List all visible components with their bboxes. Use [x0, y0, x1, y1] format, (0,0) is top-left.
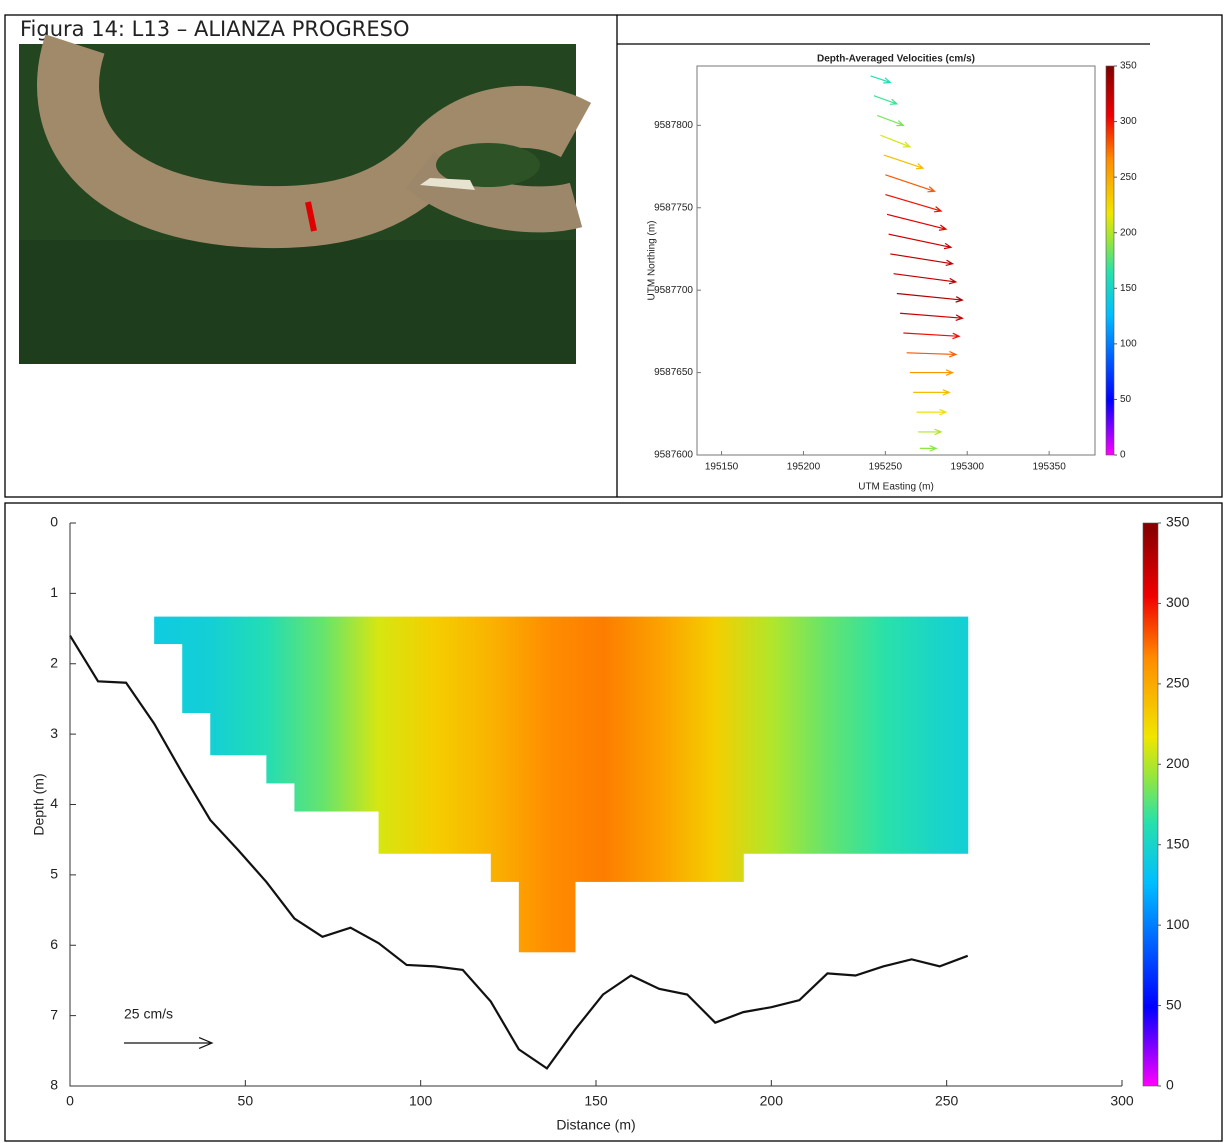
caption: Figura 14: L13 – ALIANZA PROGRESO — [20, 17, 409, 41]
colorbar-tick-label: 100 — [1166, 916, 1190, 932]
velocity-arrow — [909, 369, 955, 376]
y-tick-label: 8 — [50, 1077, 58, 1093]
velocity-field — [378, 616, 492, 854]
velocity-arrow — [893, 273, 958, 285]
y-tick-label: 5 — [50, 866, 58, 882]
y-tick-label: 2 — [50, 654, 58, 670]
x-axis-label: Distance (m) — [556, 1117, 635, 1133]
velocity-arrow — [876, 114, 905, 127]
x-tick-label: 195250 — [869, 462, 903, 473]
velocity-arrow — [918, 428, 943, 436]
colorbar-tick-label: 100 — [1120, 338, 1137, 349]
x-tick-label: 150 — [584, 1093, 608, 1109]
colorbar — [1142, 522, 1159, 1087]
y-tick-label: 9587600 — [654, 450, 693, 461]
velocity-arrow — [885, 193, 943, 213]
velocity-field — [490, 616, 520, 882]
velocity-arrow — [873, 95, 899, 105]
velocity-field — [154, 616, 183, 645]
velocity-arrow — [896, 292, 964, 303]
y-tick-label: 6 — [50, 936, 58, 952]
y-tick-label: 9587700 — [654, 285, 693, 296]
colorbar-tick-label: 300 — [1166, 594, 1190, 610]
velocity-arrow — [886, 213, 948, 231]
velocity-arrow — [888, 233, 953, 250]
satellite-image — [19, 34, 592, 364]
x-tick-label: 195350 — [1032, 462, 1066, 473]
y-tick-label: 7 — [50, 1006, 58, 1022]
y-tick-label: 0 — [50, 514, 58, 530]
velocity-arrow — [913, 389, 951, 396]
velocity-arrow — [883, 154, 925, 170]
colorbar-tick-label: 250 — [1166, 675, 1190, 691]
colorbar-tick-label: 200 — [1120, 227, 1137, 238]
velocity-arrow — [900, 312, 964, 321]
x-tick-label: 195200 — [787, 462, 821, 473]
y-axis-label: Depth (m) — [31, 773, 47, 835]
colorbar-tick-label: 300 — [1120, 116, 1137, 127]
velocity-arrow — [870, 75, 892, 84]
y-tick-label: 9587750 — [654, 202, 693, 213]
x-tick-label: 50 — [238, 1093, 254, 1109]
colorbar — [1105, 65, 1115, 456]
colorbar-tick-label: 350 — [1120, 61, 1137, 72]
velocity-field — [518, 616, 576, 953]
velocity-arrow — [919, 445, 938, 452]
x-tick-label: 300 — [1110, 1093, 1134, 1109]
colorbar-tick-label: 0 — [1120, 450, 1126, 461]
velocity-field — [743, 616, 969, 854]
colorbar-tick-label: 50 — [1166, 996, 1182, 1012]
bed-profile — [69, 635, 969, 1070]
chart-title: Depth-Averaged Velocities (cm/s) — [817, 54, 975, 65]
velocity-field — [574, 616, 744, 882]
reference-label: 25 cm/s — [124, 1006, 173, 1022]
y-tick-label: 4 — [50, 795, 58, 811]
velocity-field — [266, 616, 295, 784]
x-axis-label: UTM Easting (m) — [858, 482, 934, 493]
colorbar-tick-label: 350 — [1166, 514, 1190, 530]
colorbar-tick-label: 150 — [1120, 283, 1137, 294]
colorbar-tick-label: 200 — [1166, 755, 1190, 771]
table-frame — [4, 502, 1223, 1142]
colorbar-tick-label: 150 — [1166, 835, 1190, 851]
velocity-arrow — [885, 174, 936, 193]
colorbar-tick-label: 0 — [1166, 1077, 1174, 1093]
table-frame — [4, 14, 1223, 498]
x-tick-label: 195150 — [705, 462, 739, 473]
x-tick-label: 250 — [935, 1093, 959, 1109]
velocity-arrow — [916, 408, 948, 416]
velocity-field — [182, 616, 211, 714]
x-tick-label: 195300 — [951, 462, 985, 473]
x-tick-label: 0 — [66, 1093, 74, 1109]
x-tick-label: 100 — [409, 1093, 433, 1109]
velocity-arrow — [906, 350, 958, 358]
colorbar-tick-label: 50 — [1120, 394, 1132, 405]
velocity-arrow — [880, 134, 912, 148]
velocity-field — [294, 616, 380, 812]
x-tick-label: 200 — [760, 1093, 784, 1109]
y-tick-label: 1 — [50, 584, 58, 600]
y-axis-label: UTM Northing (m) — [647, 220, 658, 300]
velocity-arrow — [890, 253, 955, 267]
y-tick-label: 9587800 — [654, 120, 693, 131]
velocity-field — [210, 616, 267, 756]
velocity-arrow — [903, 332, 961, 340]
y-tick-label: 9587650 — [654, 367, 693, 378]
colorbar-tick-label: 250 — [1120, 172, 1137, 183]
y-tick-label: 3 — [50, 725, 58, 741]
reference-arrow — [124, 1036, 214, 1050]
plot-area — [696, 65, 1096, 456]
